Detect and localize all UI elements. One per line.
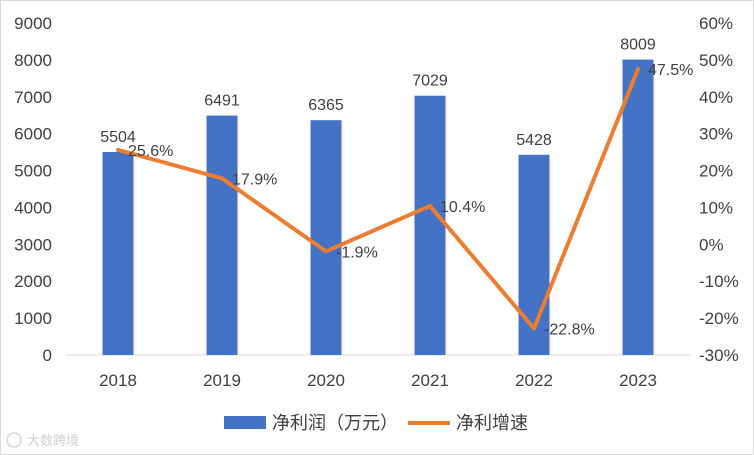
- bar-data-labels: 5504 6491 6365 7029 5428 8009: [100, 37, 656, 149]
- y-right-tick-label: 40%: [699, 88, 733, 107]
- x-tick-label: 2023: [619, 371, 657, 390]
- bar-data-label: 7029: [412, 73, 448, 90]
- x-tick-label: 2018: [99, 371, 137, 390]
- bar-data-label: 5504: [100, 129, 136, 146]
- y-left-tick-label: 1000: [14, 309, 52, 328]
- y-left-tick-label: 0: [43, 346, 52, 365]
- line-point: [429, 205, 431, 207]
- line-data-label: 17.9%: [232, 171, 277, 188]
- y-left-tick-label: 2000: [14, 272, 52, 291]
- legend: 净利润（万元） 净利增速: [224, 413, 528, 434]
- bar-data-label: 8009: [620, 37, 656, 54]
- watermark-text: 大数跨境: [27, 434, 79, 449]
- bar-series: [102, 59, 654, 356]
- bar: [206, 115, 238, 355]
- line-series: [116, 67, 640, 331]
- bar: [414, 95, 446, 355]
- line-point: [533, 327, 535, 329]
- y-right-tick-label: 0%: [699, 235, 724, 254]
- y-left-tick-label: 6000: [14, 125, 52, 144]
- line-data-label: -1.9%: [336, 244, 378, 261]
- bar: [102, 151, 134, 355]
- x-axis: 2018 2019 2020 2021 2022 2023: [99, 371, 657, 390]
- y-left-tick-label: 5000: [14, 162, 52, 181]
- y-right-tick-label: 30%: [699, 125, 733, 144]
- y-left-tick-label: 3000: [14, 235, 52, 254]
- line-path: [116, 67, 640, 331]
- line-data-labels: 25.6% 17.9% -1.9% 10.4% -22.8% 47.5%: [128, 62, 693, 338]
- watermark-logo-icon: [6, 432, 22, 448]
- line-point: [325, 250, 327, 252]
- line-data-label: -22.8%: [544, 321, 595, 338]
- x-tick-label: 2022: [515, 371, 553, 390]
- legend-label-line: 净利增速: [456, 413, 528, 434]
- line-point: [221, 177, 223, 179]
- y-right-tick-label: -20%: [699, 309, 739, 328]
- y-right-tick-label: 20%: [699, 162, 733, 181]
- line-point: [637, 68, 639, 70]
- bar-data-label: 5428: [516, 132, 552, 149]
- watermark: 大数跨境: [6, 432, 79, 449]
- line-data-label: 25.6%: [128, 143, 173, 160]
- bar-data-label: 6365: [308, 97, 344, 114]
- y-right-tick-label: 10%: [699, 198, 733, 217]
- x-tick-label: 2020: [307, 371, 345, 390]
- y-left-tick-label: 8000: [14, 51, 52, 70]
- y-right-tick-label: 60%: [699, 14, 733, 33]
- x-tick-label: 2021: [411, 371, 449, 390]
- legend-label-bar: 净利润（万元）: [272, 413, 398, 434]
- bar-data-label: 6491: [204, 93, 240, 110]
- y-right-axis: -30% -20% -10% 0% 10% 20% 30% 40% 50% 60%: [699, 14, 739, 365]
- bar: [310, 120, 342, 355]
- y-left-axis: 0 1000 2000 3000 4000 5000 6000 7000 8000 9000: [14, 14, 52, 365]
- line-point: [117, 149, 119, 151]
- y-left-tick-label: 9000: [14, 14, 52, 33]
- y-left-tick-label: 4000: [14, 198, 52, 217]
- x-tick-label: 2019: [203, 371, 241, 390]
- y-left-tick-label: 7000: [14, 88, 52, 107]
- legend-swatch-bar: [224, 416, 266, 429]
- line-data-label: 47.5%: [648, 62, 693, 79]
- y-right-tick-label: 50%: [699, 51, 733, 70]
- line-data-label: 10.4%: [440, 199, 485, 216]
- bar: [518, 154, 550, 355]
- y-right-tick-label: -10%: [699, 272, 739, 291]
- y-right-tick-label: -30%: [699, 346, 739, 365]
- bar: [622, 59, 654, 356]
